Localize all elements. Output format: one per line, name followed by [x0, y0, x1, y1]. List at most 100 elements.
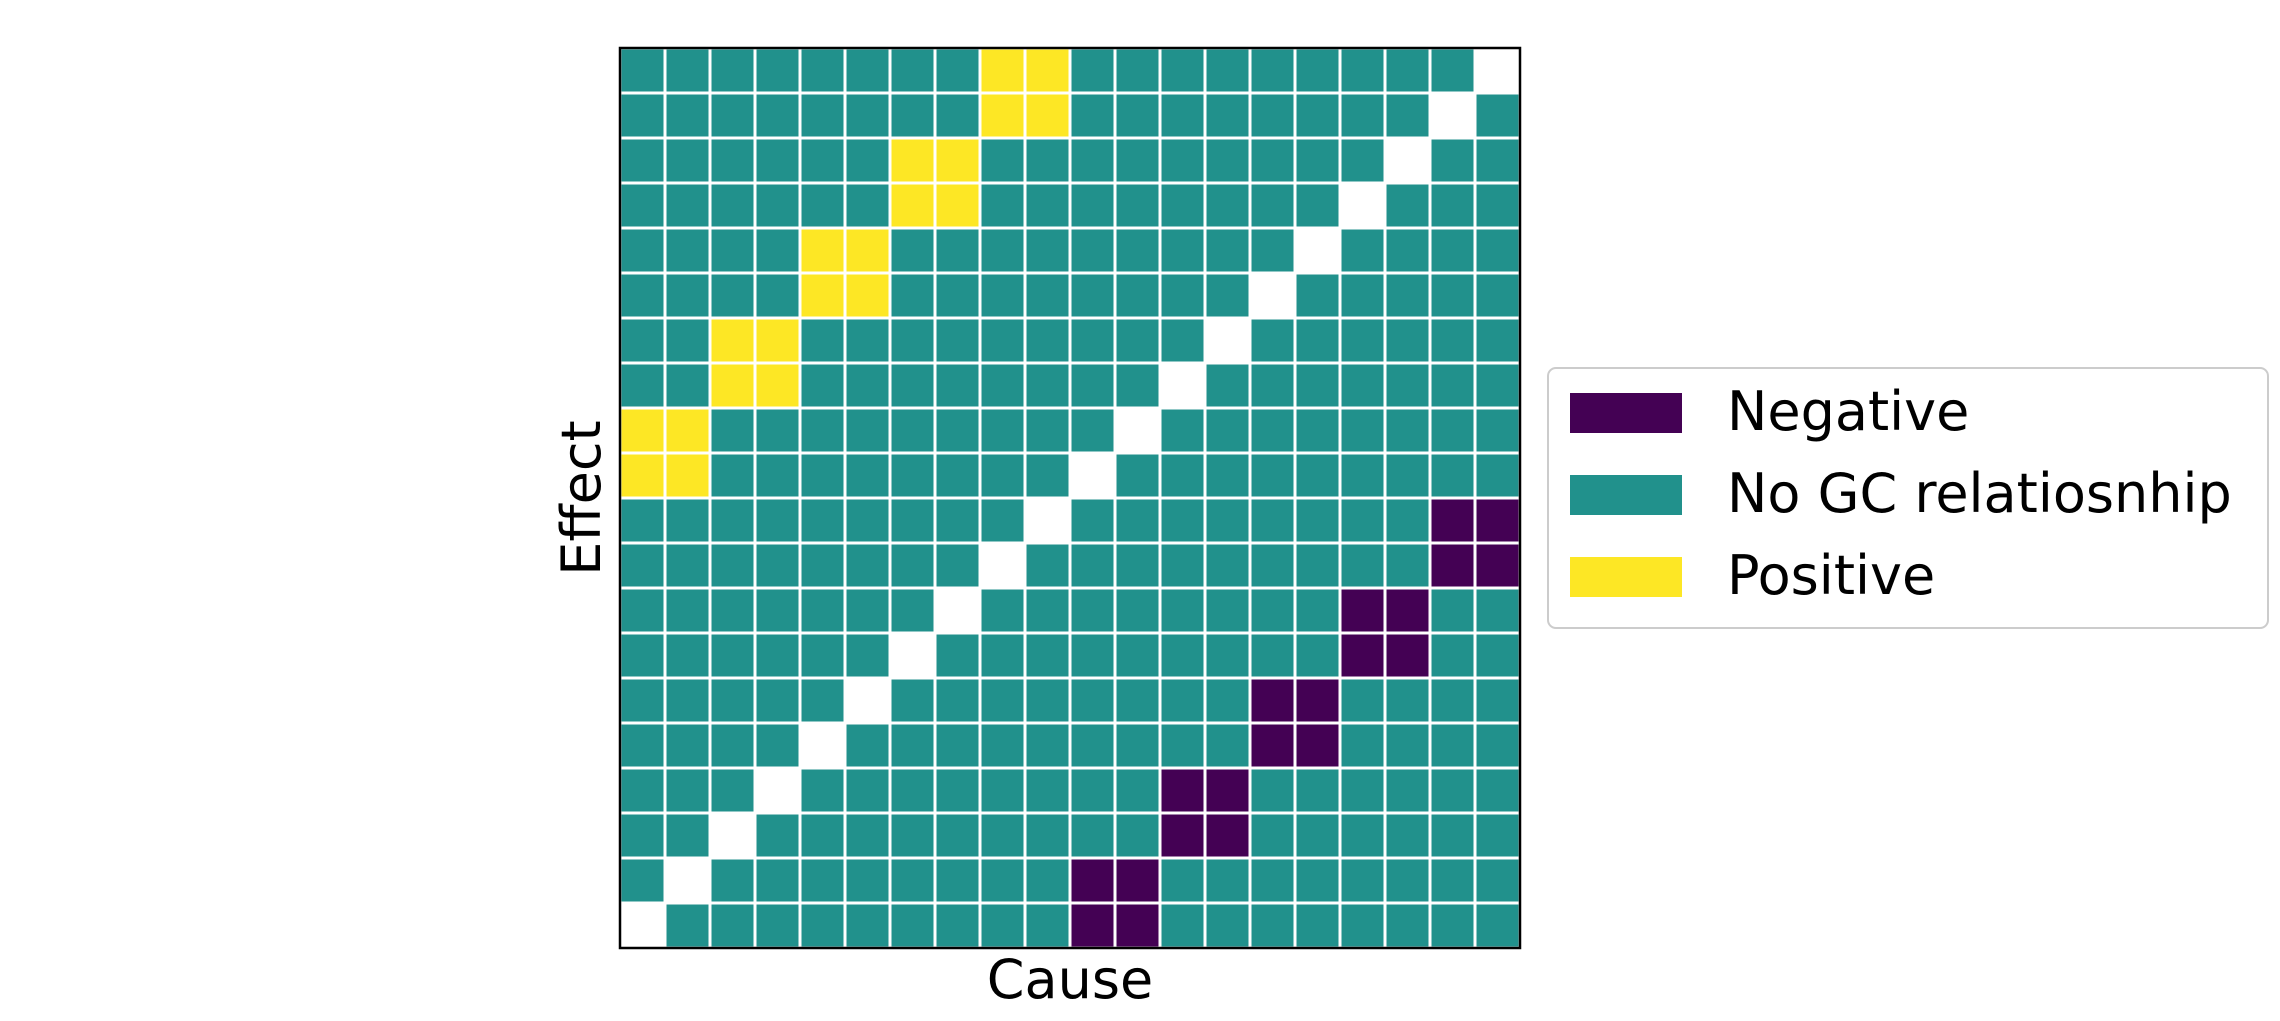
heatmap-cell [1473, 226, 1522, 275]
heatmap-cell [1068, 271, 1117, 320]
heatmap-cell [888, 451, 937, 500]
heatmap-cell [1203, 676, 1252, 725]
heatmap-cell [708, 856, 757, 905]
heatmap-cell [1068, 316, 1117, 365]
heatmap-cell [1068, 406, 1117, 455]
heatmap-cell-empty [888, 631, 937, 680]
heatmap-cell [1023, 721, 1072, 770]
heatmap-cell [1383, 676, 1432, 725]
heatmap-cell [1158, 856, 1207, 905]
heatmap-cell [1338, 766, 1387, 815]
heatmap-cell [843, 541, 892, 590]
heatmap-cell [1113, 541, 1162, 590]
heatmap-cell [663, 226, 712, 275]
heatmap-cell-empty [1293, 226, 1342, 275]
heatmap-cell [1158, 226, 1207, 275]
heatmap-cell [933, 631, 982, 680]
heatmap-cell [753, 181, 802, 230]
heatmap-cell [1293, 631, 1342, 680]
heatmap-cell [1428, 856, 1477, 905]
heatmap-cell [1158, 91, 1207, 140]
heatmap-cell [1113, 721, 1162, 770]
heatmap-cell [1338, 721, 1387, 770]
heatmap-cell [1068, 631, 1117, 680]
heatmap-cell [1068, 766, 1117, 815]
heatmap-cell [1113, 361, 1162, 410]
heatmap-cell [708, 676, 757, 725]
heatmap-cell [663, 181, 712, 230]
heatmap-cell [618, 181, 667, 230]
heatmap-cell [663, 811, 712, 860]
heatmap-cell [753, 136, 802, 185]
heatmap-cell [1383, 811, 1432, 860]
heatmap-cell [798, 901, 847, 950]
heatmap-cell [1473, 451, 1522, 500]
heatmap-cell [1023, 631, 1072, 680]
heatmap-cell [1428, 586, 1477, 635]
heatmap-cell [1383, 451, 1432, 500]
heatmap-cell [1113, 451, 1162, 500]
heatmap-cell [753, 406, 802, 455]
heatmap-cell [708, 496, 757, 545]
heatmap-cell [843, 451, 892, 500]
heatmap-cell [1158, 721, 1207, 770]
heatmap-cell-negative [1158, 811, 1207, 860]
heatmap-cell [663, 541, 712, 590]
heatmap-cell [1338, 406, 1387, 455]
heatmap-cell [1473, 721, 1522, 770]
heatmap-cell [1068, 226, 1117, 275]
heatmap-cell [618, 91, 667, 140]
heatmap-cell [1248, 46, 1297, 95]
legend-frame [1547, 367, 2269, 629]
heatmap-cell [1203, 631, 1252, 680]
heatmap-cell [708, 721, 757, 770]
heatmap-cell-positive [1023, 91, 1072, 140]
heatmap-cell [1473, 586, 1522, 635]
heatmap-cell [753, 541, 802, 590]
heatmap-cell [1473, 136, 1522, 185]
heatmap-cell [1428, 721, 1477, 770]
heatmap-cell-empty [843, 676, 892, 725]
heatmap-cell [708, 226, 757, 275]
heatmap-cell [1248, 136, 1297, 185]
heatmap-cell [888, 406, 937, 455]
heatmap-cell-empty [1068, 451, 1117, 500]
heatmap-cell [978, 406, 1027, 455]
heatmap-cell [1428, 406, 1477, 455]
heatmap-cell-empty [1203, 316, 1252, 365]
heatmap-cell [1383, 406, 1432, 455]
heatmap-cell [663, 316, 712, 365]
heatmap-cell [798, 496, 847, 545]
heatmap-cell [1203, 586, 1252, 635]
heatmap-cell [1428, 136, 1477, 185]
heatmap-cell [1068, 721, 1117, 770]
heatmap-cell [888, 721, 937, 770]
heatmap-cell-empty [1383, 136, 1432, 185]
heatmap-cell-empty [1473, 46, 1522, 95]
heatmap-cell [843, 811, 892, 860]
heatmap-cell [888, 496, 937, 545]
heatmap-cell [618, 316, 667, 365]
heatmap-cell [1248, 451, 1297, 500]
heatmap-cell [933, 496, 982, 545]
heatmap-cell [1068, 46, 1117, 95]
heatmap-cell [708, 451, 757, 500]
heatmap-cell [618, 811, 667, 860]
heatmap-cell [1383, 496, 1432, 545]
heatmap-cell-empty [798, 721, 847, 770]
heatmap-cell-negative [1338, 631, 1387, 680]
x-axis-label: Cause [987, 948, 1153, 1011]
heatmap-cell [618, 361, 667, 410]
heatmap-cell-positive [753, 361, 802, 410]
heatmap-cell [753, 91, 802, 140]
heatmap-cell [1203, 406, 1252, 455]
heatmap-cell [843, 856, 892, 905]
heatmap-cell [663, 136, 712, 185]
heatmap-cell [1248, 541, 1297, 590]
heatmap-cell [1023, 766, 1072, 815]
heatmap-cell [933, 721, 982, 770]
heatmap-cell [843, 181, 892, 230]
heatmap-cell [1023, 406, 1072, 455]
heatmap-cell [1068, 676, 1117, 725]
heatmap-cell [1428, 451, 1477, 500]
